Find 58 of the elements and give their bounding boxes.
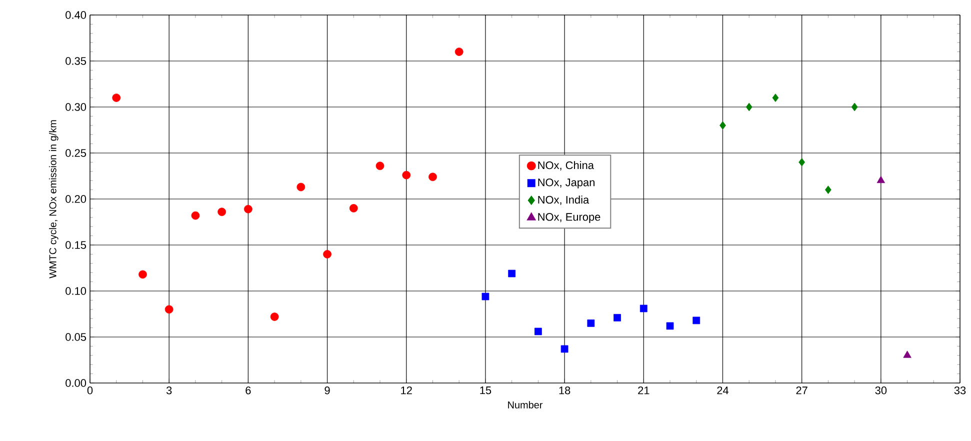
point <box>534 328 542 336</box>
point <box>138 270 147 279</box>
y-tick-label: 0.20 <box>66 195 86 203</box>
point <box>402 170 411 180</box>
point <box>692 316 700 324</box>
point <box>218 208 226 216</box>
x-tick-label: 6 <box>246 386 251 394</box>
y-tick-label: 0.25 <box>66 149 86 157</box>
x-tick-label: 18 <box>559 386 570 394</box>
point <box>640 304 648 312</box>
point <box>508 270 516 278</box>
x-axis-title: Number <box>508 401 543 408</box>
x-tick-label: 3 <box>166 386 172 394</box>
point <box>614 314 621 322</box>
x-tick-label: 21 <box>638 386 650 394</box>
point <box>270 312 279 321</box>
x-tick-label: 12 <box>401 386 412 394</box>
point <box>746 102 752 112</box>
point <box>349 204 358 212</box>
point <box>798 158 806 166</box>
x-tick-label: 27 <box>796 386 808 394</box>
point <box>825 186 832 194</box>
legend-label: NOx, Japan <box>538 178 594 188</box>
point <box>428 172 437 182</box>
legend-label: NOx, Europe <box>538 213 600 223</box>
y-tick-label: 0.10 <box>66 287 86 295</box>
point <box>164 305 174 314</box>
point <box>666 322 674 330</box>
point <box>876 176 885 184</box>
y-tick-label: 0.35 <box>66 57 86 65</box>
point <box>903 350 912 358</box>
point <box>772 94 779 102</box>
x-tick-label: 30 <box>875 386 887 394</box>
point <box>851 102 858 112</box>
x-tick-label: 9 <box>324 386 330 394</box>
point <box>323 250 332 258</box>
point <box>296 182 306 192</box>
point <box>112 94 121 102</box>
y-tick-label: 0.05 <box>66 333 86 341</box>
point <box>720 121 726 130</box>
y-axis-title: WMTC cycle, NOx emission in g/km <box>49 120 58 278</box>
y-tick-label: 0.30 <box>66 103 86 111</box>
legend-label: NOx, India <box>538 196 590 205</box>
y-tick-label: 0.40 <box>66 11 86 19</box>
x-tick-label: 33 <box>954 386 966 394</box>
point <box>482 292 490 300</box>
y-tick-label: 0.15 <box>66 241 86 249</box>
point <box>587 320 595 327</box>
x-tick-label: 24 <box>717 386 728 394</box>
point <box>454 48 464 56</box>
point <box>191 211 200 220</box>
y-tick-label: 0.00 <box>66 379 86 387</box>
x-tick-label: 0 <box>87 386 93 394</box>
point <box>560 345 568 353</box>
point <box>244 204 252 214</box>
legend-label: NOx, China <box>538 161 594 170</box>
point <box>376 162 384 170</box>
x-tick-label: 15 <box>480 386 492 394</box>
